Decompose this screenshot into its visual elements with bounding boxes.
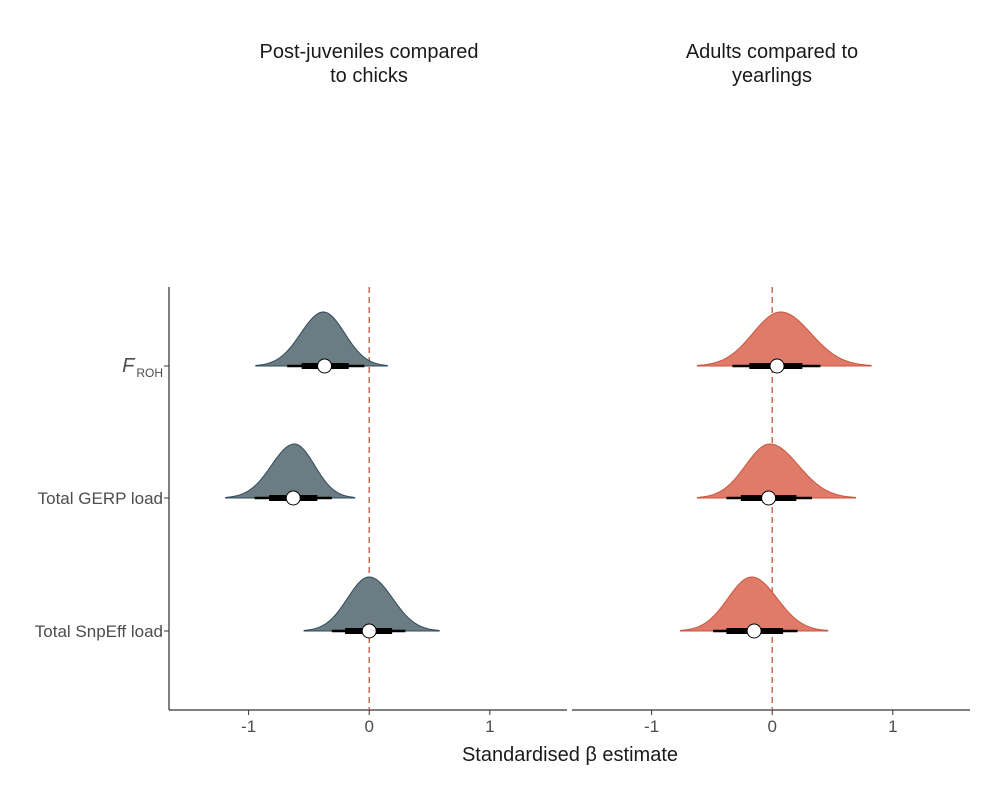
panel-title-left: Post-juveniles compared to chicks xyxy=(219,40,519,88)
x-tick-label: -1 xyxy=(241,717,256,736)
median-point xyxy=(769,358,785,374)
x-tick-label: 0 xyxy=(767,717,776,736)
panel-title-right-line1: Adults compared to xyxy=(685,41,859,63)
median-point xyxy=(317,358,333,374)
median-point xyxy=(361,623,377,639)
x-axis-label: Standardised β estimate xyxy=(461,744,679,766)
y-tick-label: Total SnpEff load xyxy=(35,622,163,641)
density-shape xyxy=(255,311,388,367)
y-tick-label: F ROH xyxy=(122,355,163,380)
x-tick-label: 0 xyxy=(364,717,373,736)
density-shape xyxy=(696,443,856,499)
panel-title-left-line1: Post-juveniles compared xyxy=(259,41,479,63)
panel-title-right-line2: yearlings xyxy=(731,65,813,87)
median-point xyxy=(746,623,762,639)
x-tick-label: 1 xyxy=(485,717,494,736)
median-point xyxy=(285,490,301,506)
density-shape xyxy=(680,576,829,632)
panel-title-left-line2: to chicks xyxy=(330,65,408,87)
density-shape xyxy=(225,443,356,499)
density-shape xyxy=(696,311,872,367)
x-tick-label: -1 xyxy=(644,717,659,736)
panel-title-right: Adults compared to yearlings xyxy=(622,40,922,88)
median-point xyxy=(761,490,777,506)
x-tick-label: 1 xyxy=(888,717,897,736)
density-shape xyxy=(303,576,440,632)
y-tick-label: Total GERP load xyxy=(38,489,163,508)
